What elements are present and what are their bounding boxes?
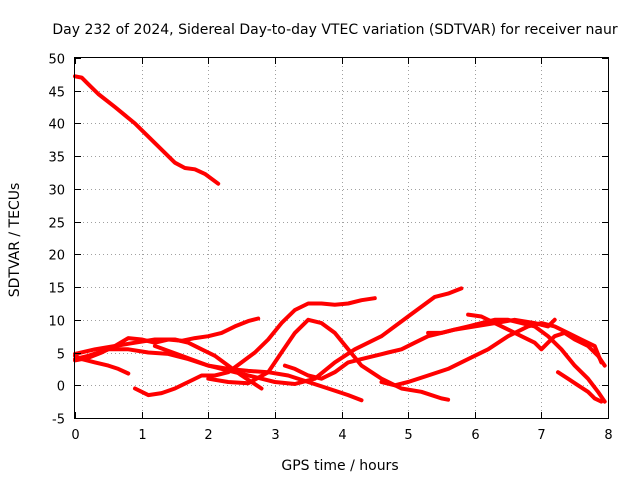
series-line-s12	[466, 312, 607, 368]
y-tick-label: 35	[48, 151, 65, 166]
series-line-s11	[426, 317, 607, 404]
y-tick-label: 5	[57, 348, 65, 363]
plot-frame	[74, 57, 609, 419]
grid	[75, 58, 608, 418]
x-axis-title: GPS time / hours	[281, 458, 398, 474]
y-tick-label: 40	[48, 118, 65, 133]
y-tick-label: 45	[48, 86, 65, 101]
y-axis-title: SDTVAR / TECUs	[7, 183, 23, 298]
series-line-s13	[556, 370, 604, 404]
x-tick-label: 0	[71, 428, 79, 443]
chart-title: Day 232 of 2024, Sidereal Day-to-day VTE…	[52, 22, 618, 38]
y-tick-label: 15	[48, 282, 65, 297]
series-line-s10	[379, 321, 604, 388]
series-line-s6	[133, 296, 377, 398]
y-tick-label: -5	[52, 413, 65, 428]
y-tick-label: 50	[48, 53, 65, 68]
x-tick-label: 5	[404, 428, 412, 443]
series-line-s8	[206, 317, 451, 402]
y-tick-label: 0	[57, 380, 65, 395]
x-tick-label: 1	[138, 428, 146, 443]
x-tick-label: 2	[204, 428, 212, 443]
x-tick-label: 4	[338, 428, 346, 443]
y-tick-label: 10	[48, 315, 65, 330]
x-tick-label: 6	[471, 428, 479, 443]
y-tick-label: 25	[48, 217, 65, 232]
y-tick-label: 30	[48, 184, 65, 199]
x-tick-label: 3	[271, 428, 279, 443]
data-series	[73, 74, 607, 404]
x-tick-label: 8	[604, 428, 612, 443]
x-tick-label: 7	[537, 428, 545, 443]
series-line-s1	[73, 74, 221, 186]
y-tick-label: 20	[48, 249, 65, 264]
